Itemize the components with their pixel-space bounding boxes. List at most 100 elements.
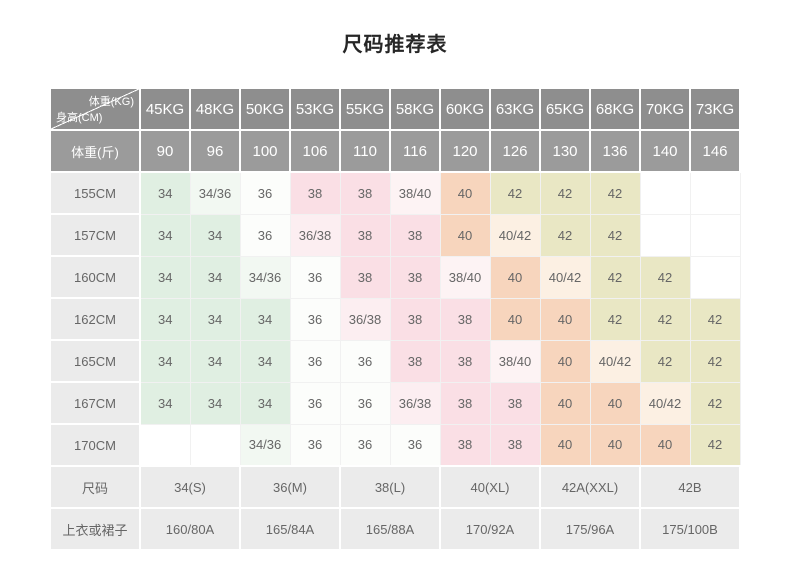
size-cell: 38: [289, 171, 341, 215]
size-cell: 42: [689, 297, 741, 341]
size-cell: 36: [339, 381, 391, 425]
size-cell: 36: [289, 381, 341, 425]
kg-header-cell: 48KG: [189, 87, 241, 131]
table-row: 体重(KG) 身高(CM) 45KG 48KG 50KG 53KG 55KG 58KG 60KG…: [49, 87, 741, 131]
table-row: 170CM 34/36 36 36 36 38 38 40 40 40 42: [49, 423, 741, 467]
jin-value-cell: 126: [489, 129, 541, 173]
size-cell: 34: [189, 339, 241, 383]
jin-value-cell: 140: [639, 129, 691, 173]
footer-size-value: 40(XL): [439, 465, 541, 509]
size-cell: 42: [539, 171, 591, 215]
size-cell: 36: [289, 339, 341, 383]
table-row: 165CM 34 34 34 36 36 38 38 38/40 40 40/42 42 42: [49, 339, 741, 383]
jin-value-cell: 90: [139, 129, 191, 173]
size-cell: 40/42: [539, 255, 591, 299]
size-cell: 40: [439, 213, 491, 257]
size-cell: 38/40: [489, 339, 541, 383]
kg-header-cell: 73KG: [689, 87, 741, 131]
size-cell: 34: [239, 339, 291, 383]
corner-bottom-label: 身高(CM): [56, 112, 103, 124]
height-header-cell: 162CM: [49, 297, 141, 341]
height-header-cell: 170CM: [49, 423, 141, 467]
size-cell: 36: [239, 171, 291, 215]
corner-top-label: 体重(KG): [88, 96, 134, 108]
size-cell: 40: [539, 297, 591, 341]
size-cell: 42: [639, 255, 691, 299]
kg-header-cell: 50KG: [239, 87, 291, 131]
size-cell: 38: [389, 297, 441, 341]
size-cell: 38: [389, 255, 441, 299]
table-row: 167CM 34 34 34 36 36 36/38 38 38 40 40 40/42 42: [49, 381, 741, 425]
size-cell: 36/38: [289, 213, 341, 257]
table-body: 体重(KG) 身高(CM) 45KG 48KG 50KG 53KG 55KG 58KG 60KG…: [49, 87, 741, 551]
size-cell: 42: [689, 339, 741, 383]
footer-garment-value: 175/96A: [539, 507, 641, 551]
jin-value-cell: 116: [389, 129, 441, 173]
height-header-cell: 167CM: [49, 381, 141, 425]
size-cell: 34: [189, 297, 241, 341]
size-cell: 38: [439, 423, 491, 467]
size-cell: 36: [389, 423, 441, 467]
size-cell: 42: [589, 255, 641, 299]
size-cell: 36: [289, 423, 341, 467]
jin-value-cell: 110: [339, 129, 391, 173]
jin-value-cell: 96: [189, 129, 241, 173]
size-cell: 36/38: [389, 381, 441, 425]
kg-header-cell: 60KG: [439, 87, 491, 131]
jin-label-cell: 体重(斤): [49, 129, 141, 173]
jin-value-cell: 106: [289, 129, 341, 173]
size-cell: 34: [139, 213, 191, 257]
size-cell: 34: [139, 381, 191, 425]
size-cell: 42: [539, 213, 591, 257]
size-cell: [139, 423, 191, 467]
size-cell: 40: [639, 423, 691, 467]
size-cell: 40: [439, 171, 491, 215]
size-cell: 42: [489, 171, 541, 215]
size-cell: [639, 171, 691, 215]
table-row: 160CM 34 34 34/36 36 38 38 38/40 40 40/42 42 42: [49, 255, 741, 299]
size-cell: 40/42: [639, 381, 691, 425]
footer-size-value: 34(S): [139, 465, 241, 509]
size-cell: 34: [139, 297, 191, 341]
size-cell: [689, 213, 741, 257]
size-cell: 38/40: [389, 171, 441, 215]
kg-header-cell: 58KG: [389, 87, 441, 131]
size-cell: 38: [489, 423, 541, 467]
size-cell: 42: [589, 171, 641, 215]
size-cell: 42: [639, 297, 691, 341]
size-cell: 34/36: [239, 255, 291, 299]
footer-garment-value: 175/100B: [639, 507, 741, 551]
size-cell: 38: [439, 297, 491, 341]
height-header-cell: 165CM: [49, 339, 141, 383]
size-cell: 38/40: [439, 255, 491, 299]
size-cell: 34: [139, 171, 191, 215]
page-title: 尺码推荐表: [342, 34, 448, 56]
corner-cell: 体重(KG) 身高(CM): [49, 87, 141, 131]
table-row: 157CM 34 34 36 36/38 38 38 40 40/42 42 42: [49, 213, 741, 257]
footer-size-value: 38(L): [339, 465, 441, 509]
size-cell: 36: [339, 423, 391, 467]
size-cell: [189, 423, 241, 467]
size-cell: [689, 171, 741, 215]
size-cell: 34: [239, 297, 291, 341]
footer-garment-value: 165/88A: [339, 507, 441, 551]
size-cell: 38: [439, 339, 491, 383]
jin-value-cell: 146: [689, 129, 741, 173]
table-row: 155CM 34 34/36 36 38 38 38/40 40 42 42 42: [49, 171, 741, 215]
footer-size-value: 42A(XXL): [539, 465, 641, 509]
size-cell: 40: [589, 381, 641, 425]
size-cell: 42: [639, 339, 691, 383]
size-cell: 40: [539, 339, 591, 383]
size-cell: 40: [489, 297, 541, 341]
kg-header-cell: 70KG: [639, 87, 691, 131]
size-cell: 34: [239, 381, 291, 425]
size-cell: 34/36: [189, 171, 241, 215]
jin-value-cell: 120: [439, 129, 491, 173]
footer-size-value: 36(M): [239, 465, 341, 509]
kg-header-cell: 55KG: [339, 87, 391, 131]
size-cell: 40/42: [589, 339, 641, 383]
height-header-cell: 157CM: [49, 213, 141, 257]
footer-garment-value: 170/92A: [439, 507, 541, 551]
size-cell: 38: [339, 171, 391, 215]
table-row: 尺码 34(S) 36(M) 38(L) 40(XL) 42A(XXL) 42B: [49, 465, 741, 509]
